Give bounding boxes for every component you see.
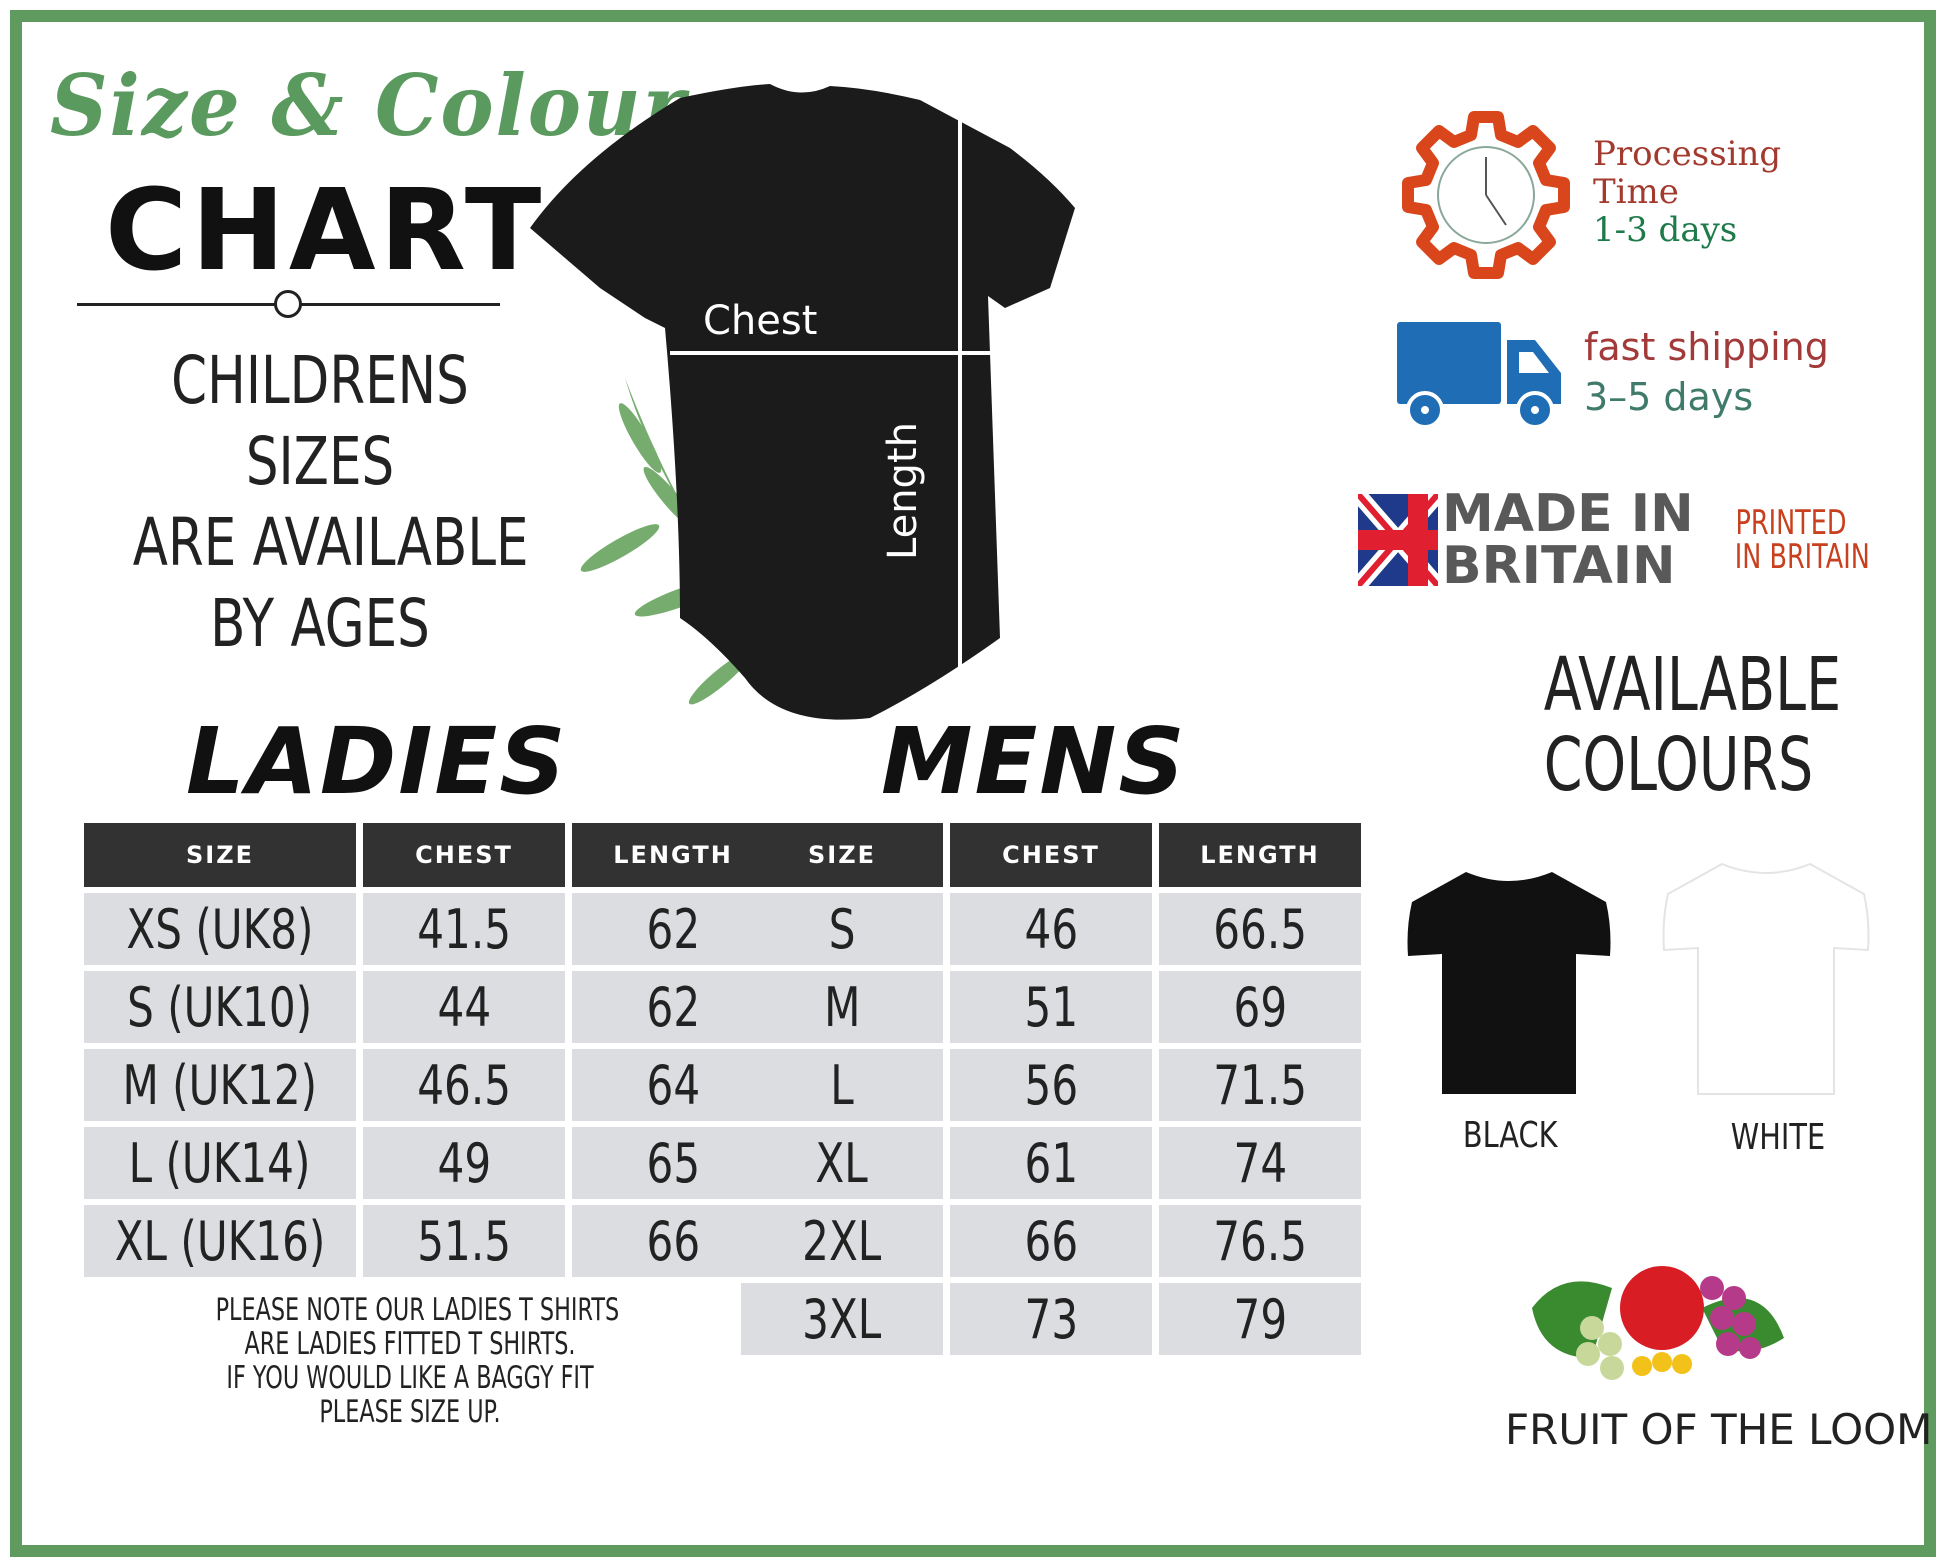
table-row: L (UK14) 49 65 [84, 1127, 775, 1199]
white-tshirt-swatch[interactable] [1660, 858, 1872, 1096]
available-colours-heading: AVAILABLE COLOURS [1500, 645, 1850, 805]
table-row: L 56 71.5 [741, 1049, 1361, 1121]
chest-cell: 73 [1024, 1287, 1078, 1351]
column-header-chest: CHEST [950, 823, 1152, 887]
colour-label-black: BLACK [1462, 1115, 1558, 1156]
childrens-line: SIZES [245, 423, 395, 500]
processing-label: Processing [1593, 134, 1782, 174]
length-cell: 62 [646, 975, 700, 1039]
made-in-text: MADE IN [1442, 484, 1694, 544]
length-cell: 76.5 [1213, 1209, 1307, 1273]
childrens-sizes-note: CHILDRENS SIZES ARE AVAILABLE BY AGES [80, 340, 560, 664]
length-label: Length [880, 422, 926, 560]
union-jack-flag-icon [1358, 494, 1438, 586]
chest-cell: 44 [437, 975, 491, 1039]
britain-text: BRITAIN [1442, 536, 1676, 596]
note-line: ARE LADIES FITTED T SHIRTS. [244, 1326, 576, 1362]
page-title: CHART [105, 166, 546, 296]
column-header-chest: CHEST [363, 823, 566, 887]
tshirt-shape [530, 84, 1075, 720]
childrens-line: BY AGES [210, 585, 430, 662]
delivery-truck-icon [1397, 322, 1561, 428]
chest-cell: 49 [437, 1131, 491, 1195]
size-cell: 3XL [802, 1287, 882, 1351]
ladies-heading: LADIES [186, 708, 568, 815]
ladies-size-table: SIZE CHEST LENGTH XS (UK8) 41.5 62 S (UK10… [77, 817, 781, 1283]
heading-line: COLOURS [1543, 722, 1814, 808]
chest-cell: 66 [1024, 1209, 1078, 1273]
title-script: Size & Colour [50, 56, 687, 155]
note-line: IF YOU WOULD LIKE A BAGGY FIT [226, 1360, 594, 1396]
column-header-length: LENGTH [1159, 823, 1361, 887]
fruit-of-the-loom-wordmark: FRUIT OF THE LOOM [1505, 1405, 1933, 1454]
chest-label: Chest [703, 298, 818, 344]
chest-cell: 51 [1024, 975, 1078, 1039]
table-row: 3XL 73 79 [741, 1283, 1361, 1355]
column-header-size: SIZE [84, 823, 357, 887]
size-cell: XS (UK8) [126, 897, 314, 961]
length-cell: 66 [646, 1209, 700, 1273]
length-cell: 79 [1233, 1287, 1287, 1351]
size-cell: M [823, 975, 861, 1039]
table-row: M (UK12) 46.5 64 [84, 1049, 775, 1121]
size-cell: L (UK14) [129, 1131, 311, 1195]
childrens-line: ARE AVAILABLE [132, 504, 529, 581]
printed-in-britain: PRINTED IN BRITAIN [1716, 503, 1870, 577]
chest-cell: 46.5 [417, 1053, 511, 1117]
length-cell: 74 [1233, 1131, 1287, 1195]
chest-cell: 56 [1024, 1053, 1078, 1117]
table-row: M 51 69 [741, 971, 1361, 1043]
table-row: S (UK10) 44 62 [84, 971, 775, 1043]
shipping-info: fast shipping 3–5 days [1584, 322, 1829, 422]
table-row: XL 61 74 [741, 1127, 1361, 1199]
ladies-fit-note: PLEASE NOTE OUR LADIES T SHIRTS ARE LADI… [140, 1293, 680, 1429]
chest-cell: 46 [1024, 897, 1078, 961]
length-cell: 69 [1233, 975, 1287, 1039]
table-row: XL (UK16) 51.5 66 [84, 1205, 775, 1277]
processing-time-info: Processing Time 1-3 days [1593, 135, 1781, 249]
note-line: PLEASE SIZE UP. [319, 1394, 501, 1430]
knot-ornament-icon [274, 290, 302, 318]
size-cell: 2XL [802, 1209, 882, 1273]
table-row: 2XL 66 76.5 [741, 1205, 1361, 1277]
chest-cell: 41.5 [417, 897, 511, 961]
length-cell: 64 [646, 1053, 700, 1117]
processing-label-2: Time [1593, 172, 1679, 212]
processing-days: 1-3 days [1593, 210, 1738, 250]
size-cell: M (UK12) [122, 1053, 318, 1117]
black-tshirt-swatch[interactable] [1406, 868, 1612, 1096]
column-header-size: SIZE [741, 823, 943, 887]
made-in-britain-logo: MADE IN BRITAIN [1442, 488, 1694, 592]
shipping-days: 3–5 days [1584, 375, 1754, 419]
length-cell: 65 [646, 1131, 700, 1195]
tshirt-diagram [530, 84, 1075, 720]
in-britain-text: IN BRITAIN [1734, 537, 1870, 577]
size-cell: XL [815, 1131, 869, 1195]
gear-clock-icon [1402, 111, 1570, 279]
printed-text: PRINTED [1735, 503, 1847, 543]
size-cell: S [828, 897, 856, 961]
length-cell: 66.5 [1213, 897, 1307, 961]
length-cell: 62 [646, 897, 700, 961]
chest-cell: 51.5 [417, 1209, 511, 1273]
size-cell: L [830, 1053, 854, 1117]
childrens-line: CHILDRENS [171, 342, 469, 419]
mens-heading: MENS [881, 708, 1187, 815]
size-cell: XL (UK16) [114, 1209, 326, 1273]
shipping-label: fast shipping [1584, 325, 1829, 369]
note-line: PLEASE NOTE OUR LADIES T SHIRTS [215, 1292, 620, 1328]
chest-cell: 61 [1024, 1131, 1078, 1195]
colour-label-white: WHITE [1730, 1117, 1826, 1158]
column-header-length: LENGTH [572, 823, 775, 887]
mens-size-table: SIZE CHEST LENGTH S 46 66.5 M 51 69 L 56 71.5 … [734, 817, 1368, 1361]
fruit-logo-icon [1532, 1266, 1784, 1380]
heading-line: AVAILABLE [1543, 642, 1842, 728]
length-cell: 71.5 [1213, 1053, 1307, 1117]
size-cell: S (UK10) [127, 975, 313, 1039]
table-row: S 46 66.5 [741, 893, 1361, 965]
table-row: XS (UK8) 41.5 62 [84, 893, 775, 965]
